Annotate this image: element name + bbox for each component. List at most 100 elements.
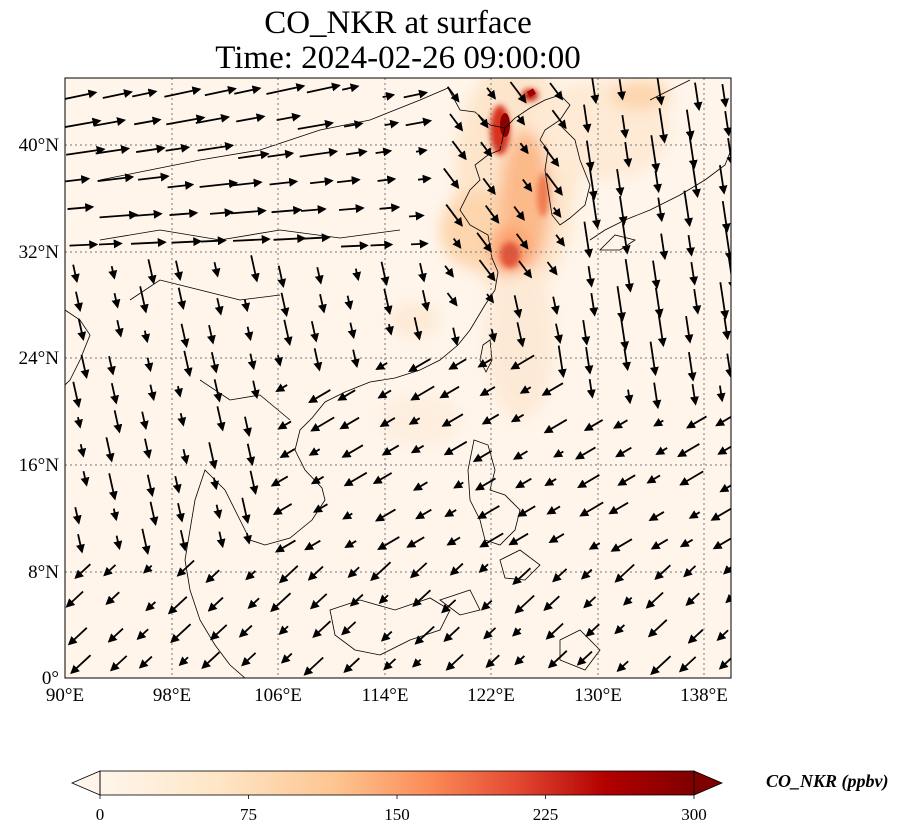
wind-arrow	[103, 564, 117, 577]
wind-arrow	[488, 328, 498, 343]
wind-arrow	[266, 83, 306, 95]
wind-arrow	[552, 207, 562, 218]
wind-arrow	[439, 385, 460, 399]
wind-arrow	[80, 354, 90, 379]
wind-arrow	[581, 319, 591, 346]
wind-arrow	[651, 260, 661, 290]
wind-arrow	[617, 474, 636, 486]
wind-arrow	[658, 108, 668, 144]
colorbar-min-extension	[70, 770, 101, 796]
wind-arrow	[310, 321, 320, 343]
wind-arrow	[623, 596, 633, 606]
map-time: Time: 2024-02-26 09:00:00	[215, 40, 581, 76]
wind-arrow	[243, 416, 252, 438]
wind-arrow	[441, 599, 457, 614]
wind-arrow	[375, 147, 393, 157]
wind-arrow	[313, 348, 323, 372]
wind-arrow	[479, 532, 504, 548]
wind-arrow	[136, 628, 149, 640]
wind-arrow	[683, 190, 693, 228]
wind-arrow	[484, 205, 500, 224]
wind-arrow	[653, 170, 662, 194]
wind-arrow	[70, 654, 92, 675]
wind-arrow	[512, 450, 528, 460]
wind-arrow	[234, 85, 262, 95]
wind-arrow	[585, 265, 595, 288]
wind-arrow	[414, 625, 435, 645]
wind-arrow	[588, 167, 598, 201]
wind-arrow	[409, 562, 428, 579]
wind-arrow	[278, 565, 299, 584]
wind-arrow	[204, 85, 237, 97]
wind-arrow	[408, 416, 421, 425]
wind-arrow	[108, 265, 118, 280]
wind-arrow	[410, 444, 425, 454]
wind-arrow	[171, 237, 203, 247]
wind-arrow	[341, 444, 364, 458]
wind-arrow	[137, 172, 170, 182]
wind-arrow	[93, 117, 127, 127]
wind-arrow	[113, 410, 123, 434]
wind-arrow	[143, 564, 153, 574]
wind-arrow	[417, 174, 432, 184]
wind-arrow	[300, 205, 327, 215]
wind-arrow	[70, 264, 80, 284]
colorbar-tick-label: 0	[96, 805, 105, 824]
wind-arrow	[245, 570, 257, 581]
wind-arrow	[477, 505, 500, 519]
wind-arrow	[138, 655, 153, 669]
wind-arrow	[649, 341, 659, 377]
wind-arrow	[232, 234, 271, 244]
wind-arrow	[510, 354, 535, 370]
wind-arrow	[143, 438, 152, 460]
wind-arrow	[169, 209, 199, 218]
wind-arrow	[299, 147, 339, 158]
wind-arrow	[75, 534, 85, 554]
lat-tick-label: 16°N	[19, 455, 60, 476]
wind-arrow	[444, 508, 457, 517]
wind-arrow	[317, 294, 327, 314]
wind-arrow	[543, 145, 560, 168]
wind-arrow	[577, 474, 600, 488]
wind-arrow	[297, 119, 335, 130]
wind-arrow	[77, 318, 87, 342]
wind-arrow	[421, 290, 431, 312]
wind-arrow	[95, 145, 131, 155]
wind-arrow	[206, 325, 216, 345]
wind-arrow	[516, 322, 526, 348]
wind-arrow	[588, 541, 601, 550]
colorbar-tick-label: 150	[384, 805, 410, 824]
wind-arrow	[241, 497, 251, 524]
wind-arrow	[110, 383, 120, 405]
wind-arrow	[551, 109, 567, 130]
wind-arrow	[608, 501, 629, 515]
wind-arrow	[380, 261, 390, 286]
wind-arrow	[238, 150, 270, 160]
wind-arrow	[408, 358, 431, 372]
wind-arrow	[177, 287, 187, 311]
wind-arrow	[410, 385, 435, 401]
wind-arrow	[141, 330, 151, 344]
wind-arrow	[274, 354, 283, 367]
wind-arrow	[648, 511, 665, 521]
wind-arrow	[481, 413, 500, 425]
wind-arrow	[279, 448, 296, 458]
wind-arrow	[147, 384, 157, 402]
wind-arrow	[270, 475, 289, 487]
wind-arrow	[236, 113, 266, 123]
wind-arrow	[244, 326, 254, 342]
wind-arrow	[347, 566, 360, 578]
colorbar-gradient	[100, 771, 694, 795]
wind-arrow	[243, 532, 252, 545]
wind-arrow	[656, 197, 666, 223]
wind-arrow	[379, 417, 396, 427]
wind-arrow	[478, 563, 489, 573]
wind-arrow	[541, 382, 564, 396]
wind-arrow	[113, 535, 123, 551]
colorbar-tick-label: 225	[533, 805, 559, 824]
wind-arrow	[108, 473, 118, 501]
wind-arrow	[105, 591, 120, 606]
wind-arrow	[183, 350, 193, 377]
wind-arrow	[472, 450, 493, 462]
wind-arrow	[195, 113, 230, 124]
